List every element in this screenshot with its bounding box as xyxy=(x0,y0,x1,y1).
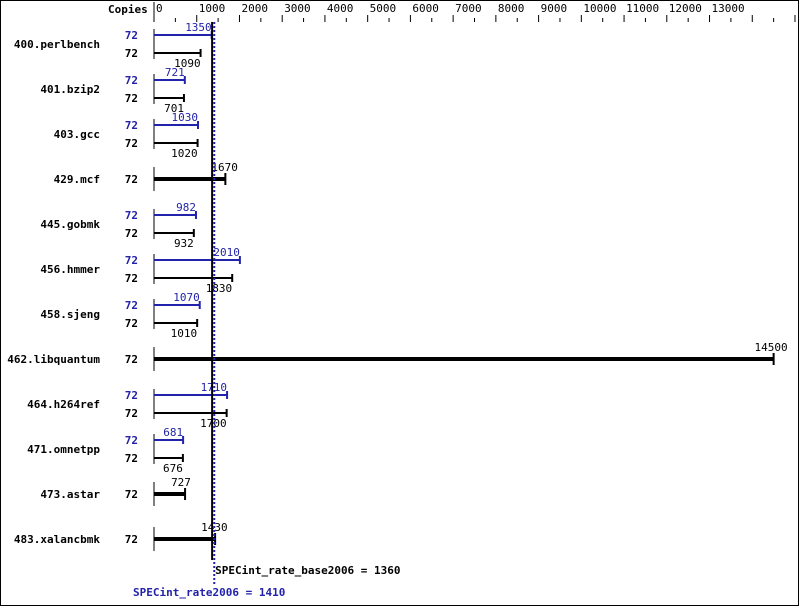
copies-base: 72 xyxy=(125,533,138,546)
copies-peak: 72 xyxy=(125,299,138,312)
copies-base: 72 xyxy=(125,137,138,150)
copies-base: 72 xyxy=(125,92,138,105)
peak-value-label: 1030 xyxy=(172,111,199,124)
benchmark-label: 456.hmmer xyxy=(40,263,100,276)
benchmark-label: 462.libquantum xyxy=(7,353,100,366)
tick-label: 5000 xyxy=(370,2,397,15)
benchmark-label: 429.mcf xyxy=(54,173,100,186)
base-value-label: 1010 xyxy=(171,327,198,340)
base-value-label: 1020 xyxy=(171,147,198,160)
base-value-label: 932 xyxy=(174,237,194,250)
tick-label: 0 xyxy=(156,2,163,15)
tick-label: 7000 xyxy=(455,2,482,15)
base-value-label: 14500 xyxy=(755,341,788,354)
peak-value-label: 1350 xyxy=(185,21,212,34)
tick-label: 1000 xyxy=(199,2,226,15)
tick-label: 10000 xyxy=(583,2,616,15)
benchmark-label: 401.bzip2 xyxy=(40,83,100,96)
peak-value-label: 1070 xyxy=(173,291,200,304)
copies-base: 72 xyxy=(125,317,138,330)
copies-base: 72 xyxy=(125,272,138,285)
copies-peak: 72 xyxy=(125,254,138,267)
copies-peak: 72 xyxy=(125,389,138,402)
copies-peak: 72 xyxy=(125,209,138,222)
copies-peak: 72 xyxy=(125,74,138,87)
benchmark-label: 473.astar xyxy=(40,488,100,501)
benchmark-label: 483.xalancbmk xyxy=(14,533,100,546)
benchmark-label: 471.omnetpp xyxy=(27,443,100,456)
tick-label: 9000 xyxy=(541,2,568,15)
copies-base: 72 xyxy=(125,47,138,60)
tick-label: 3000 xyxy=(284,2,311,15)
benchmark-label: 400.perlbench xyxy=(14,38,100,51)
peak-value-label: 721 xyxy=(165,66,185,79)
copies-base: 72 xyxy=(125,452,138,465)
base-value-label: 1830 xyxy=(206,282,233,295)
tick-label: 4000 xyxy=(327,2,354,15)
tick-label: 12000 xyxy=(669,2,702,15)
tick-label: 6000 xyxy=(412,2,439,15)
copies-base: 72 xyxy=(125,173,138,186)
base-value-label: 1670 xyxy=(211,161,238,174)
benchmark-label: 445.gobmk xyxy=(40,218,100,231)
base-value-label: 727 xyxy=(171,476,191,489)
copies-peak: 72 xyxy=(125,434,138,447)
benchmark-label: 464.h264ref xyxy=(27,398,100,411)
tick-label: 11000 xyxy=(626,2,659,15)
base-value-label: 701 xyxy=(164,102,184,115)
copies-base: 72 xyxy=(125,407,138,420)
copies-header: Copies xyxy=(108,3,148,16)
peak-metric-label: SPECint_rate2006 = 1410 xyxy=(133,586,285,599)
peak-value-label: 2010 xyxy=(213,246,240,259)
base-value-label: 1090 xyxy=(174,57,201,70)
tick-label: 13000 xyxy=(712,2,745,15)
copies-base: 72 xyxy=(125,488,138,501)
copies-peak: 72 xyxy=(125,119,138,132)
tick-label: 8000 xyxy=(498,2,525,15)
copies-base: 72 xyxy=(125,353,138,366)
copies-base: 72 xyxy=(125,227,138,240)
benchmark-label: 458.sjeng xyxy=(40,308,100,321)
copies-peak: 72 xyxy=(125,29,138,42)
peak-value-label: 982 xyxy=(176,201,196,214)
benchmark-label: 403.gcc xyxy=(54,128,100,141)
base-value-label: 676 xyxy=(163,462,183,475)
peak-value-label: 681 xyxy=(163,426,183,439)
tick-label: 15000 xyxy=(797,2,799,15)
base-metric-label: SPECint_rate_base2006 = 1360 xyxy=(215,564,400,577)
tick-label: 2000 xyxy=(241,2,268,15)
